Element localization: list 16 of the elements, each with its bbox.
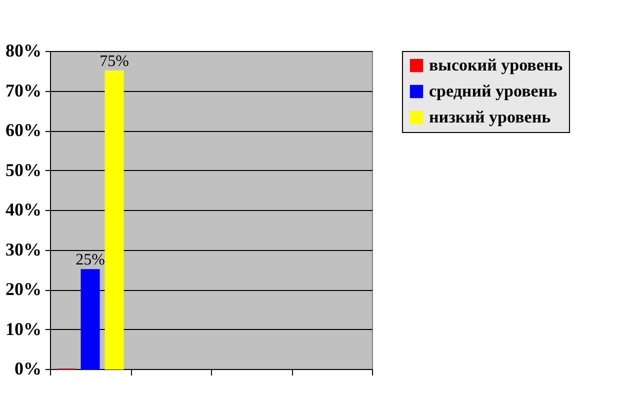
y-tick-label: 30% — [6, 239, 42, 260]
legend-label: средний уровень — [429, 82, 558, 100]
y-tick-label: 80% — [6, 40, 42, 60]
data-label: 75% — [100, 52, 129, 70]
y-tick-label: 0% — [14, 358, 42, 378]
y-tick-label: 50% — [6, 160, 42, 180]
y-tick-label: 40% — [6, 200, 42, 220]
bar — [80, 269, 100, 370]
y-tick-label: 70% — [6, 80, 42, 100]
legend-label: низкий уровень — [429, 108, 551, 126]
data-label: 25% — [76, 252, 105, 269]
bar — [104, 70, 124, 370]
legend-label: высокий уровень — [429, 56, 563, 74]
y-tick-label: 60% — [6, 120, 42, 140]
y-tick-label: 10% — [6, 318, 42, 339]
y-tick-label: 20% — [6, 279, 42, 299]
